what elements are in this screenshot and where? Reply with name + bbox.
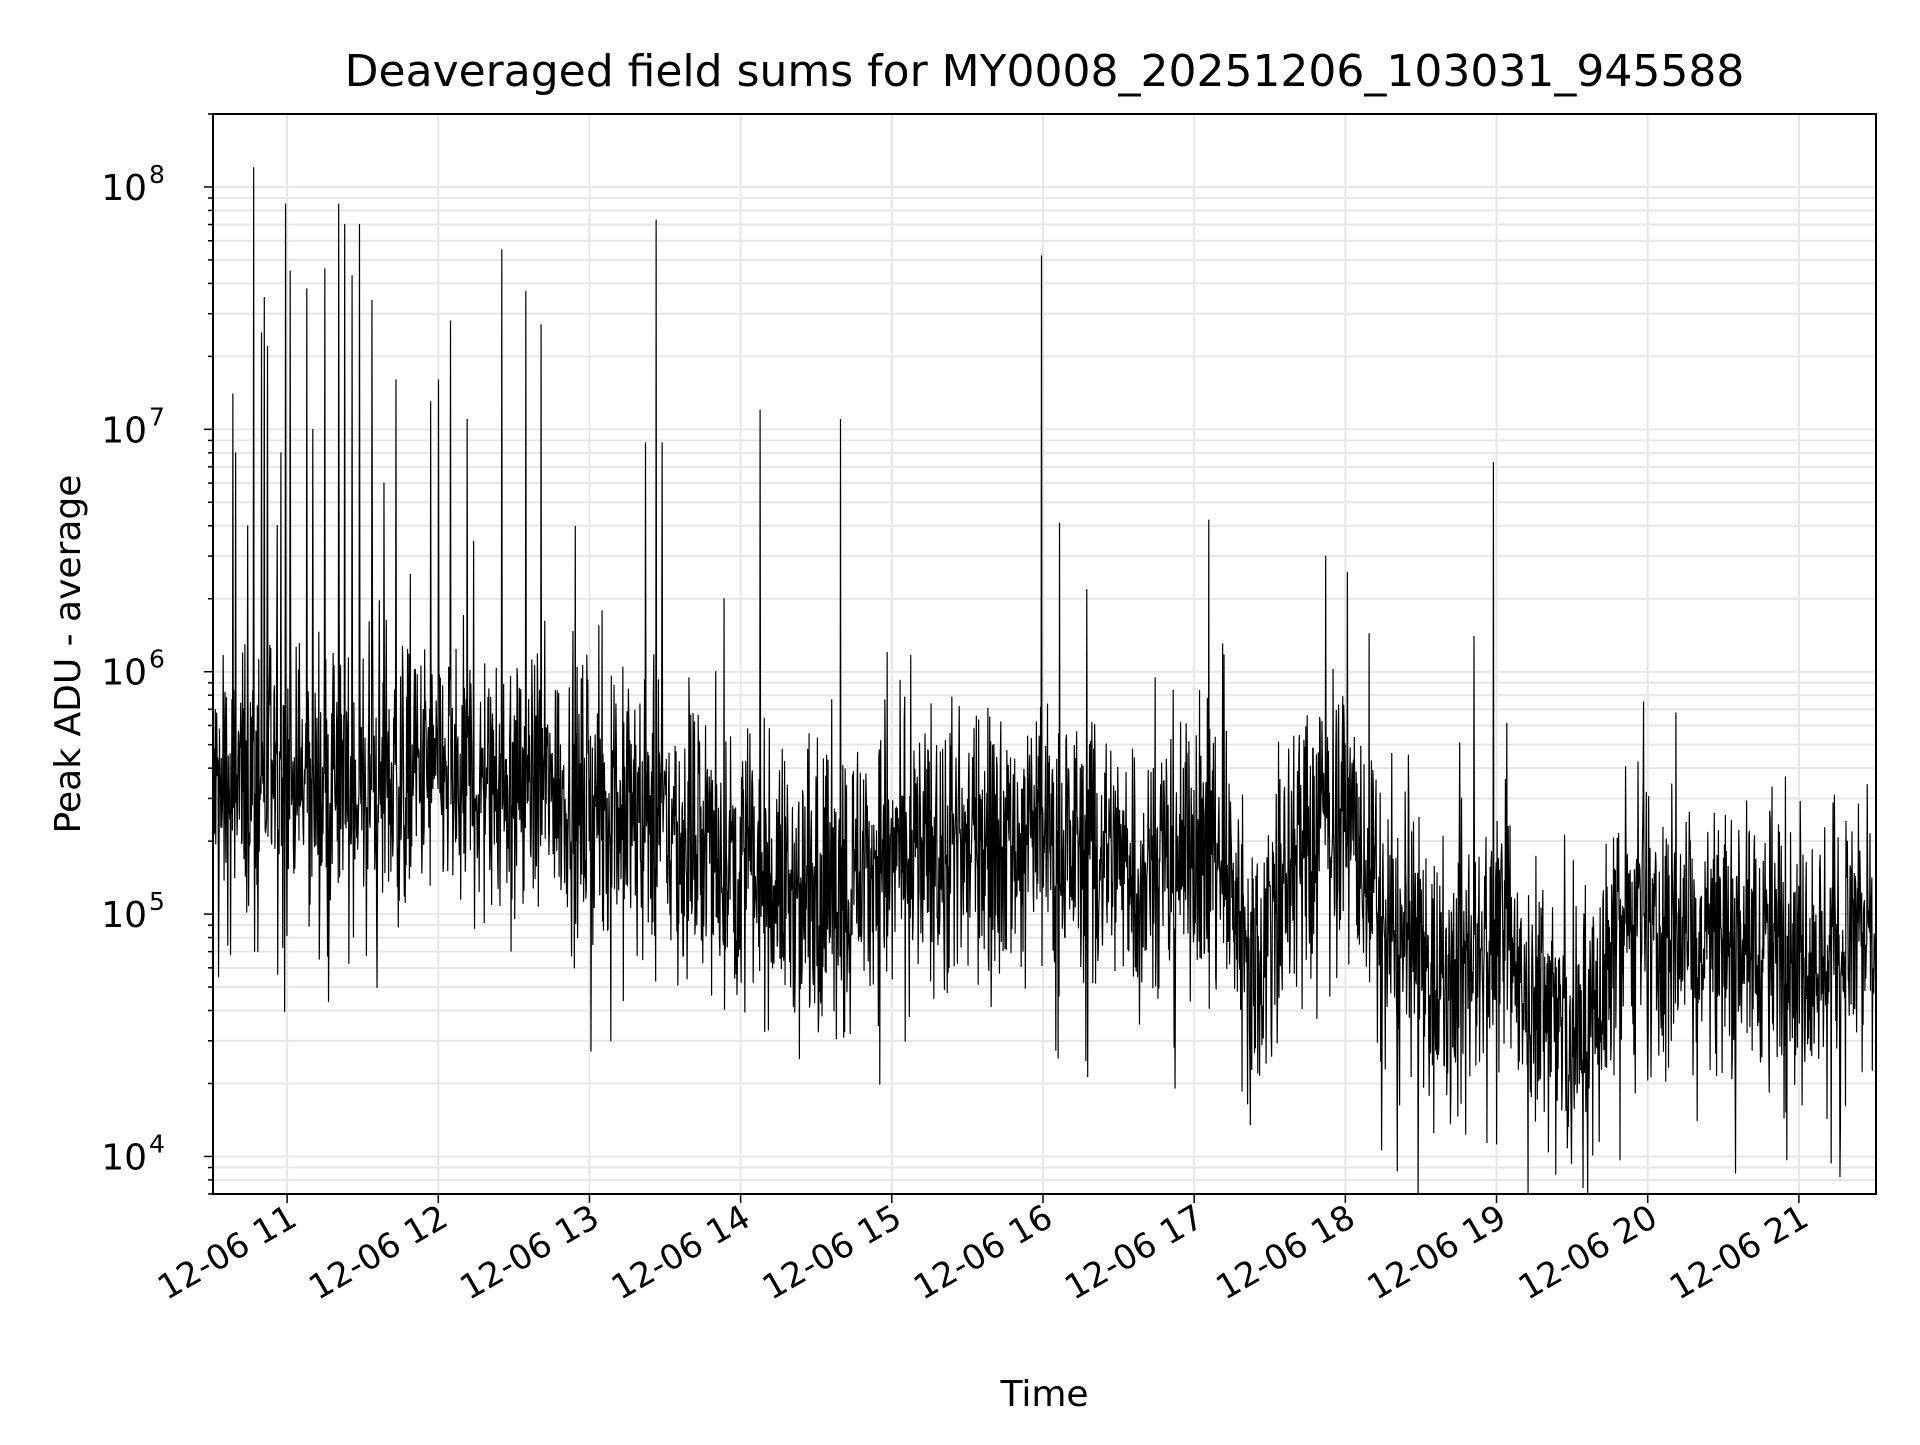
y-tick-label-base: 10	[101, 410, 147, 451]
y-axis-label: Peak ADU - average	[48, 475, 89, 834]
y-tick-label-exponent: 6	[149, 645, 165, 674]
y-tick-label-base: 10	[101, 1137, 147, 1178]
y-tick-label: 10 6	[101, 645, 165, 694]
series-layer	[212, 167, 1877, 1195]
chart-title: Deaveraged field sums for MY0008_2025120…	[345, 46, 1745, 97]
y-tick-label: 10 5	[101, 887, 165, 936]
y-tick-label: 10 4	[101, 1129, 165, 1178]
y-tick-label: 10 8	[101, 160, 165, 209]
y-tick-label: 10 7	[101, 402, 165, 451]
y-tick-label-exponent: 4	[149, 1129, 165, 1158]
y-tick-label-exponent: 8	[149, 160, 165, 189]
y-tick-label-base: 10	[101, 653, 147, 694]
y-tick-label-base: 10	[101, 168, 147, 209]
x-axis-label: Time	[999, 1374, 1088, 1415]
y-tick-label-base: 10	[101, 895, 147, 936]
plot-area	[213, 114, 1876, 1194]
y-tick-label-exponent: 7	[149, 402, 165, 431]
y-tick-label-exponent: 5	[149, 887, 165, 916]
plot-frame	[212, 113, 1877, 1195]
series-line	[212, 167, 1877, 1195]
